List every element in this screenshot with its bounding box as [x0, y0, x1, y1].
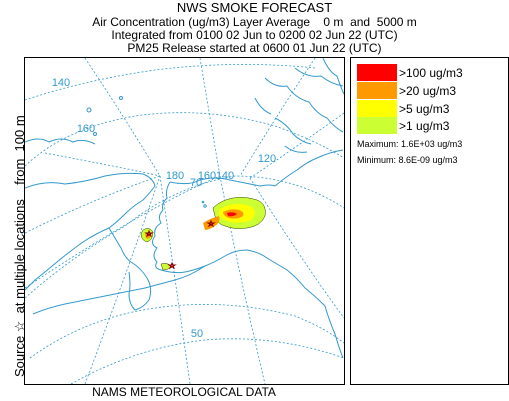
legend-item-1: >1 ug/m3	[357, 117, 449, 134]
smoke-plumes	[140, 197, 266, 271]
lon-label-140w-west: 140	[52, 77, 70, 89]
legend-label-1: >1 ug/m3	[399, 118, 450, 133]
lat-label-70: 70	[190, 177, 202, 189]
maximum-value: Maximum: 1.6E+03 ug/m3	[357, 139, 463, 149]
lat-label-50: 50	[191, 328, 203, 340]
legend-label-100: >100 ug/m3	[399, 65, 463, 80]
source-markers	[144, 219, 216, 270]
lon-label-160: 160	[77, 123, 95, 135]
source-star-3	[167, 261, 177, 270]
minimum-value: Minimum: 8.6E-09 ug/m3	[357, 155, 458, 165]
legend-label-20: >20 ug/m3	[399, 83, 457, 98]
coastlines	[24, 57, 345, 359]
legend-label-5: >5 ug/m3	[399, 101, 450, 116]
map-canvas: 140 160 180 160 140 120 70 50	[24, 57, 345, 385]
smoke-map: 140 160 180 160 140 120 70 50	[24, 57, 345, 385]
legend-swatch-20	[357, 82, 397, 99]
concentration-legend: >100 ug/m3 >20 ug/m3 >5 ug/m3 >1 ug/m3 M…	[350, 57, 509, 385]
legend-swatch-1	[357, 117, 397, 134]
legend-item-20: >20 ug/m3	[357, 82, 456, 99]
integration-period: Integrated from 0100 02 Jun to 0200 02 J…	[111, 28, 398, 42]
plume-100ug	[227, 212, 237, 217]
side-label-strip: Source ☆ at multiple locations from 100 …	[0, 57, 27, 388]
data-source-footer: NAMS METEOROLOGICAL DATA	[92, 385, 276, 399]
source-star-1	[206, 219, 216, 228]
lon-label-160w: 160	[198, 170, 216, 182]
legend-swatch-100	[357, 64, 397, 81]
concentration-subtitle: Air Concentration (ug/m3) Layer Average …	[92, 15, 417, 29]
graticule	[24, 57, 345, 385]
legend-item-5: >5 ug/m3	[357, 100, 449, 117]
lon-label-180: 180	[166, 170, 184, 182]
legend-item-100: >100 ug/m3	[357, 64, 463, 81]
legend-swatch-5	[357, 100, 397, 117]
release-time: PM25 Release started at 0600 01 Jun 22 (…	[127, 41, 382, 55]
plume-south	[160, 263, 172, 271]
lon-label-140w: 140	[216, 170, 234, 182]
lon-label-120w: 120	[258, 153, 276, 165]
source-star-2	[144, 229, 154, 238]
map-title: NWS SMOKE FORECAST	[176, 0, 333, 15]
